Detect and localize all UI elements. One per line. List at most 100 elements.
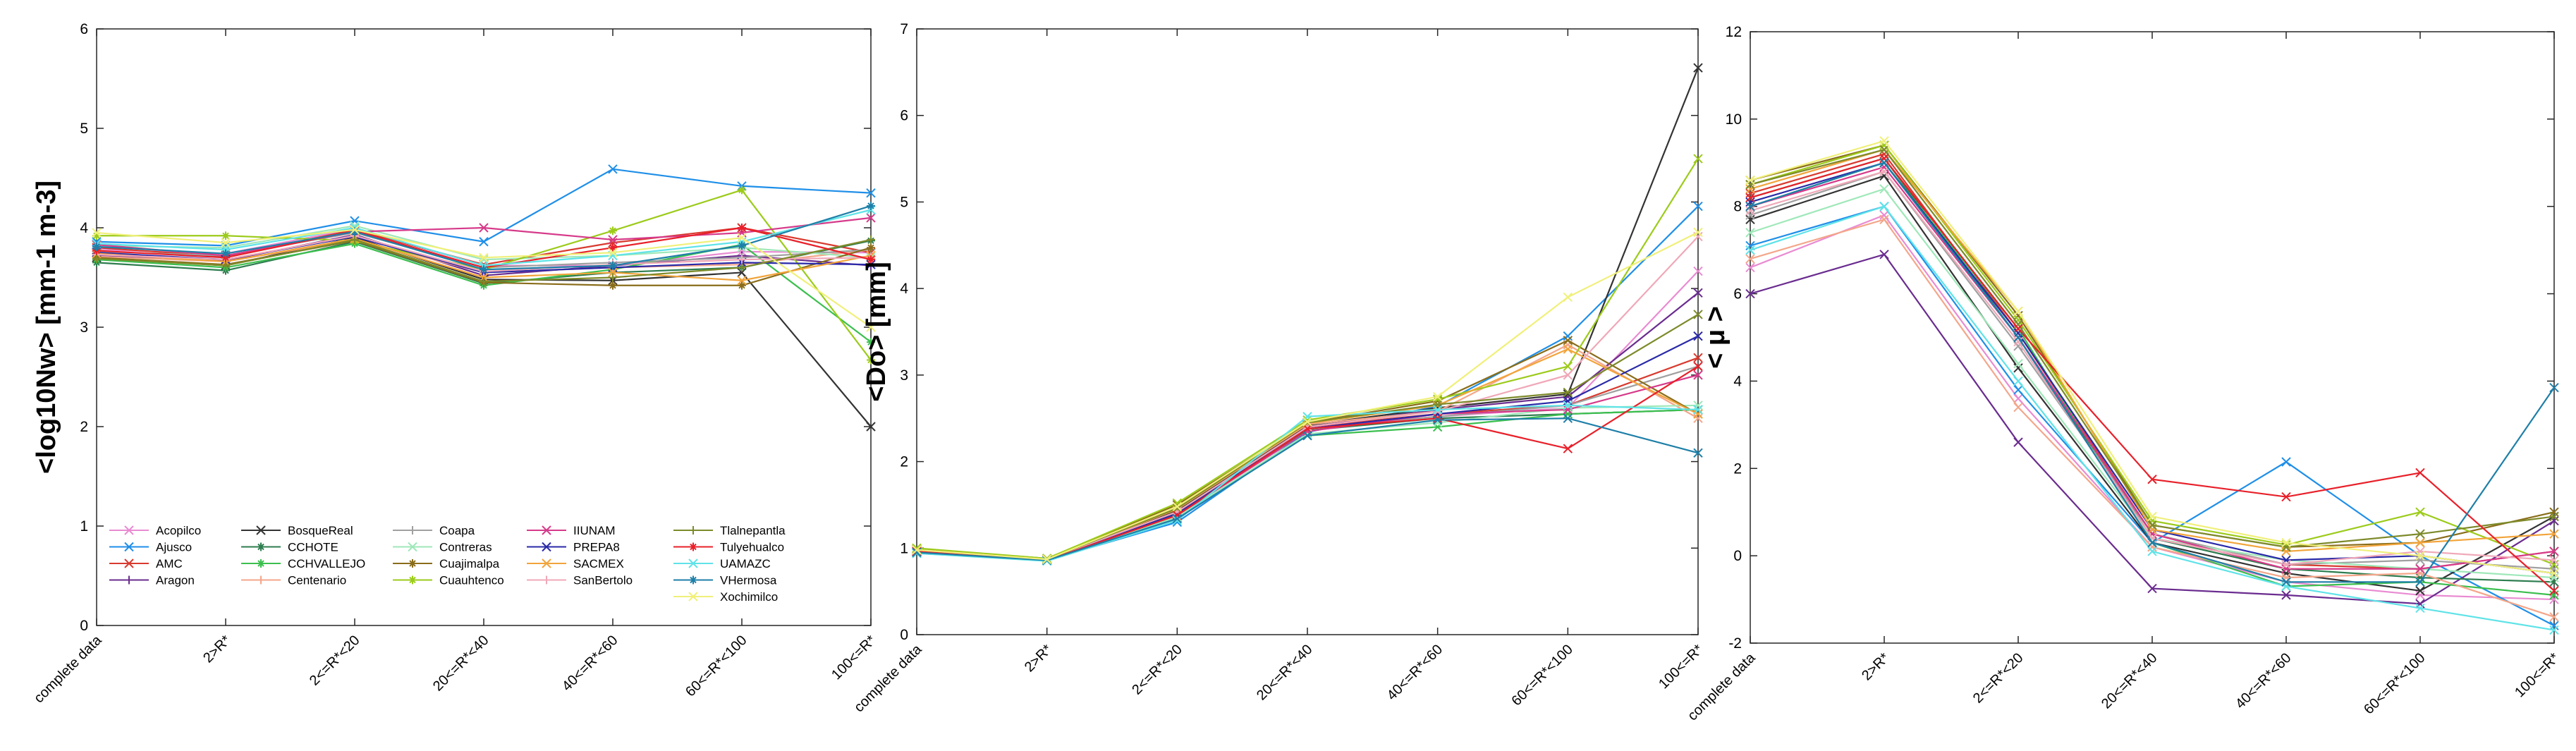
data-point: [1172, 501, 1183, 512]
data-point: [2415, 568, 2425, 578]
y-tick-label: 10: [1726, 111, 1742, 128]
data-point: [2013, 310, 2023, 321]
y-tick-label: 2: [1733, 460, 1742, 477]
y-tick-label: 4: [1733, 373, 1742, 389]
data-point: [479, 252, 489, 263]
data-point: [1172, 513, 1183, 524]
data-point: [480, 265, 488, 274]
data-point: [1563, 331, 1573, 341]
data-point: [2147, 525, 2157, 535]
legend-marker: [689, 575, 697, 585]
legend-marker: [689, 526, 697, 535]
data-point: [2415, 555, 2425, 566]
data-point: [2549, 577, 2559, 587]
legend-marker: [256, 525, 266, 535]
x-tick-label: 2>R*: [200, 633, 234, 666]
data-point: [1745, 184, 1755, 194]
data-point: [1432, 415, 1443, 425]
data-point: [2147, 529, 2157, 539]
plot-area: [916, 28, 1699, 635]
x-tick-label: 60<=R*<100: [1508, 642, 1575, 709]
legend-marker: [408, 542, 417, 552]
data-point: [2415, 551, 2425, 561]
y-axis-label: <Do> [mm]: [862, 262, 891, 401]
data-point: [221, 238, 231, 248]
y-tick-label: 3: [900, 367, 908, 384]
series-Tlalnepantla: [1745, 145, 2559, 552]
x-tick-label: complete data: [31, 632, 105, 706]
data-point: [1879, 214, 1889, 225]
data-point: [2013, 358, 2023, 369]
legend-label: Cuajimalpa: [439, 557, 500, 570]
data-point: [92, 242, 101, 251]
data-point: [609, 281, 617, 290]
data-point: [1693, 310, 1703, 319]
data-point: [2281, 577, 2291, 587]
data-point: [1693, 154, 1703, 164]
data-point: [2415, 537, 2425, 548]
y-tick-label: 2: [900, 454, 908, 470]
data-point: [738, 255, 746, 264]
data-point: [1693, 448, 1703, 458]
data-point: [2013, 332, 2023, 343]
data-point: [608, 267, 618, 278]
data-point: [1693, 201, 1703, 212]
data-point: [738, 263, 746, 272]
x-tick-label: 100<=R*: [829, 633, 879, 683]
data-point: [2281, 555, 2291, 566]
data-point: [608, 164, 618, 174]
data-point: [2549, 511, 2559, 522]
data-point: [2281, 581, 2291, 592]
series-Xochimilco: [1745, 136, 2559, 578]
y-tick-label: 6: [1733, 286, 1742, 303]
x-tick-label: 100<=R*: [1656, 642, 1707, 692]
legend-marker: [257, 559, 265, 568]
data-point: [2549, 594, 2559, 604]
data-point: [479, 223, 489, 233]
data-point: [867, 255, 875, 264]
legend-label: Coapa: [439, 524, 475, 537]
data-point: [2415, 577, 2425, 587]
data-point: [608, 248, 618, 257]
data-point: [737, 233, 747, 243]
data-point: [1745, 262, 1755, 273]
data-point: [2549, 625, 2559, 635]
series-Xochimilco: [92, 225, 876, 332]
data-point: [609, 273, 617, 282]
data-point: [1745, 202, 1755, 212]
data-point: [1693, 409, 1703, 419]
legend-marker: [257, 542, 265, 551]
y-tick-label: 5: [80, 121, 88, 137]
legend-marker: [408, 559, 417, 568]
series-Tlalnepantla: [92, 235, 875, 286]
data-point: [1042, 554, 1052, 564]
data-point: [2549, 559, 2559, 570]
data-point: [2281, 547, 2291, 556]
data-point: [1745, 180, 1755, 190]
x-tick-label: 2>R*: [1859, 650, 1893, 684]
data-point: [221, 261, 230, 270]
x-tick-label: 60<=R*<100: [2361, 650, 2428, 717]
data-point: [480, 277, 488, 286]
y-tick-label: 2: [80, 419, 88, 435]
data-point: [1879, 166, 1889, 176]
data-point: [1693, 361, 1703, 372]
legend-label: Centenario: [288, 574, 346, 587]
data-point: [1693, 266, 1703, 276]
data-point: [867, 338, 875, 347]
legend-marker: [124, 542, 134, 552]
data-point: [2281, 537, 2291, 548]
data-point: [609, 226, 617, 236]
data-point: [608, 235, 618, 245]
data-point: [2549, 612, 2559, 622]
data-point: [866, 213, 876, 223]
data-point: [1879, 145, 1889, 154]
y-tick-label: 0: [1733, 548, 1742, 564]
data-point: [479, 237, 489, 247]
legend-marker: [688, 558, 698, 568]
data-point: [2549, 621, 2559, 630]
data-point: [912, 545, 922, 555]
series-Xochimilco: [912, 227, 1703, 564]
legend-marker: [408, 575, 417, 585]
data-point: [350, 235, 359, 244]
